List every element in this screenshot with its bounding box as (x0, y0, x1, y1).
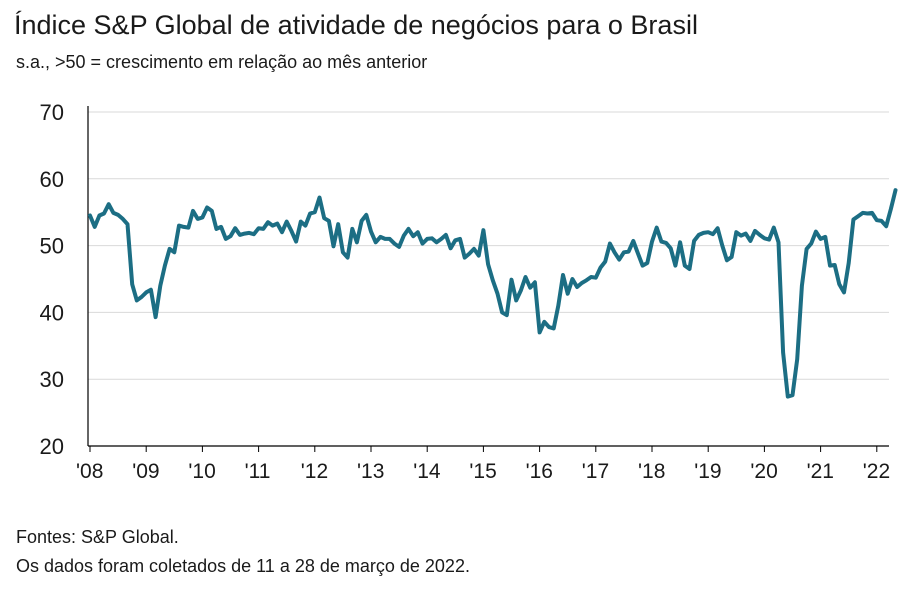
x-tick-label: '10 (188, 460, 215, 483)
chart-subtitle: s.a., >50 = crescimento em relação ao mê… (16, 52, 428, 72)
x-tick-label: '13 (357, 460, 384, 483)
y-tick-label: 60 (40, 167, 64, 192)
y-tick-label: 70 (40, 100, 64, 125)
x-tick-label: '12 (301, 460, 328, 483)
x-tick-label: '09 (132, 460, 159, 483)
y-tick-label: 50 (40, 234, 64, 259)
x-tick-label: '20 (750, 460, 777, 483)
y-tick-labels: 20 30 40 50 60 70 (40, 100, 64, 459)
x-tick-label: '14 (413, 460, 441, 483)
x-tick-label: '08 (76, 460, 103, 483)
footer-source: Fontes: S&P Global. (16, 527, 179, 547)
x-tick-label: '17 (582, 460, 609, 483)
axes (87, 106, 889, 447)
x-tick-label: '21 (807, 460, 834, 483)
footer-note: Os dados foram coletados de 11 a 28 de m… (16, 556, 470, 576)
y-tick-label: 30 (40, 367, 64, 392)
x-tick-label: '15 (469, 460, 496, 483)
x-tick-label: '16 (526, 460, 553, 483)
data-series-line (88, 188, 898, 399)
x-tick-label: '18 (638, 460, 665, 483)
x-tick-labels: '08 '09 '10 '11 '12 '13 '14 '15 '16 '17 '18 '19 '20 '… (76, 446, 890, 483)
line-chart: 20 30 40 50 60 70 '08 '09 '10 '11 '12 '13 '14 '15 '16… (40, 100, 898, 483)
chart-title: Índice S&P Global de atividade de negóci… (14, 10, 698, 40)
x-tick-label: '11 (245, 460, 271, 483)
y-tick-label: 20 (40, 434, 64, 459)
x-tick-label: '22 (863, 460, 890, 483)
gridlines (88, 111, 889, 380)
y-tick-label: 40 (40, 300, 64, 325)
x-tick-label: '19 (694, 460, 721, 483)
